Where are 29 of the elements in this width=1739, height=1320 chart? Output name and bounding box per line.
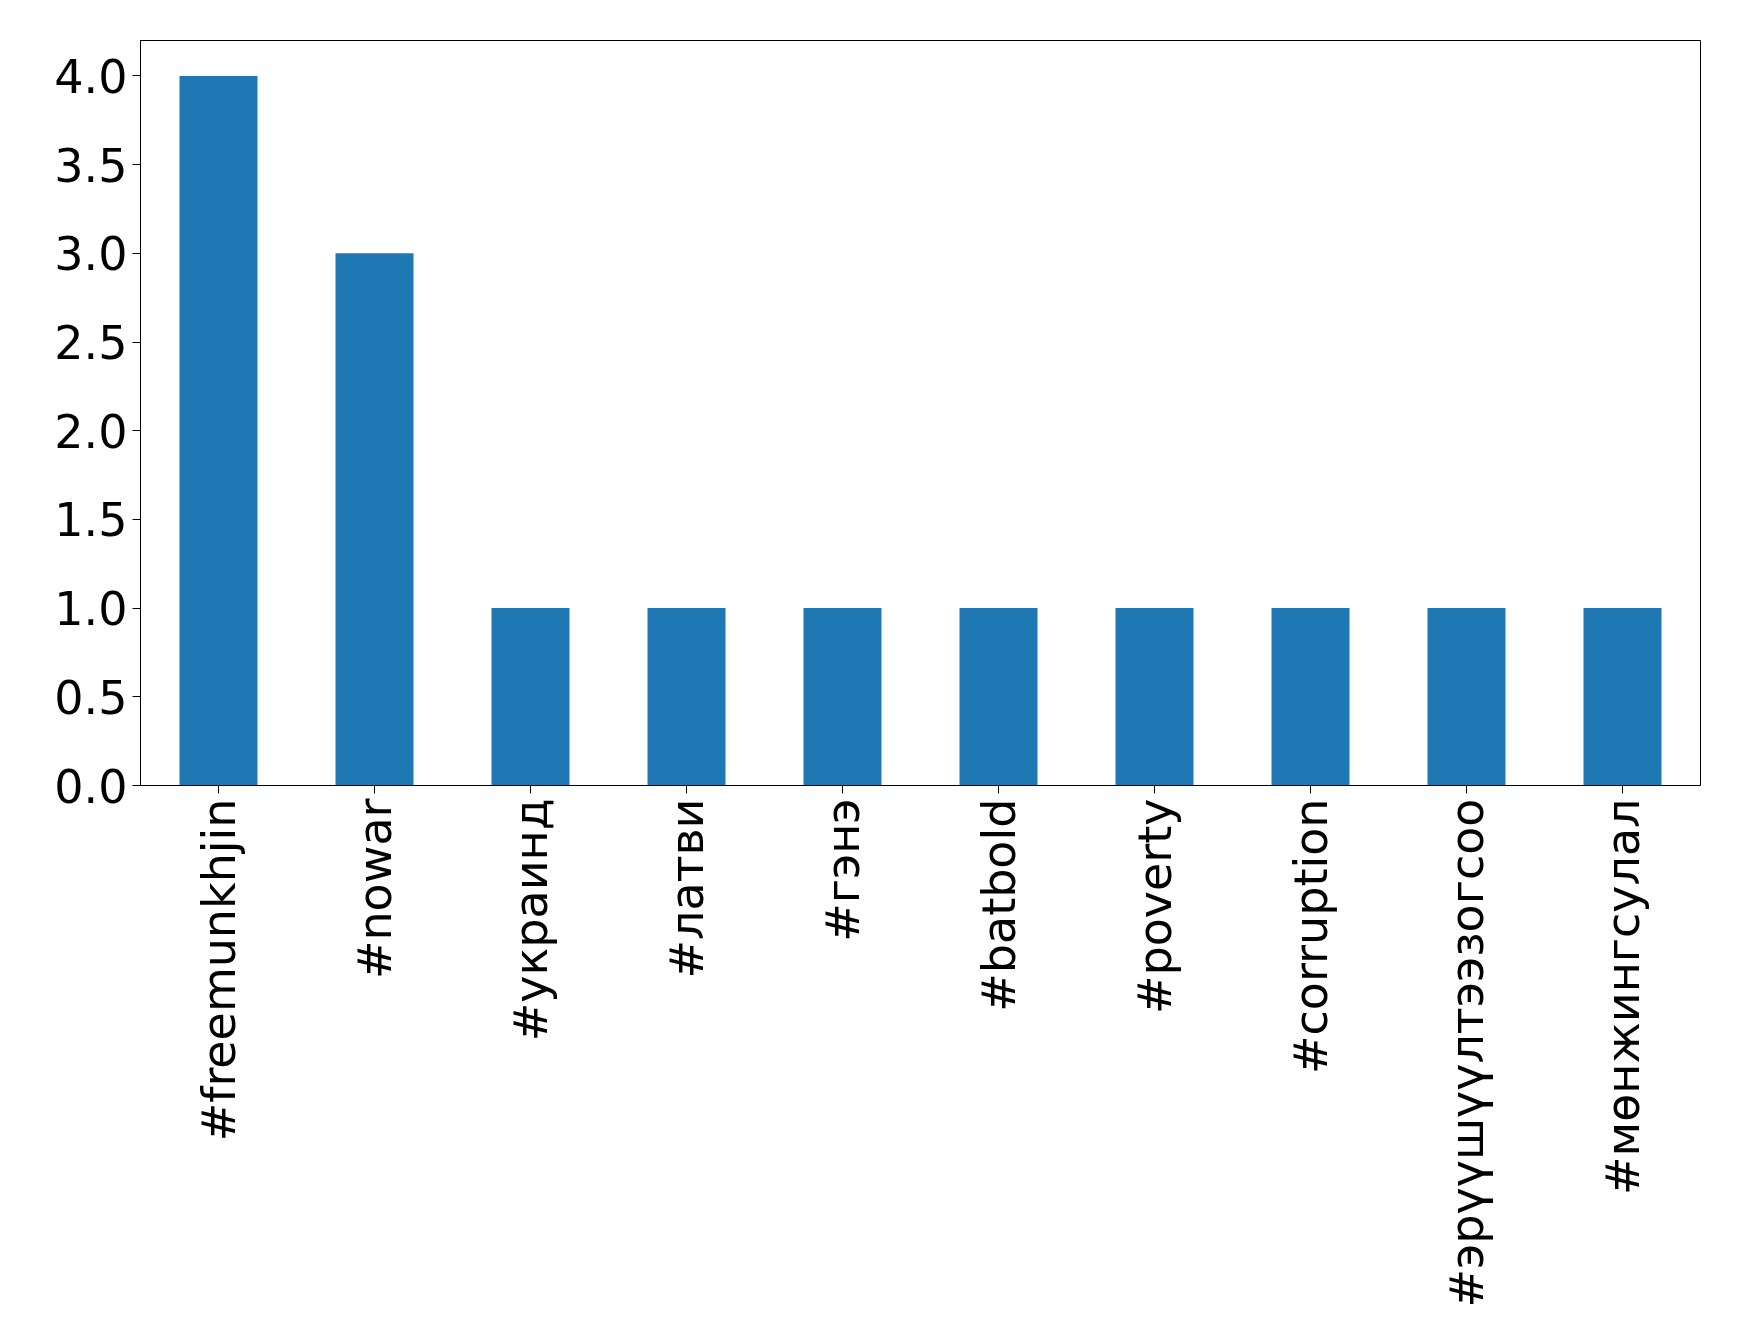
x-tick-label: #corruption (1283, 798, 1338, 1074)
bar (1271, 608, 1350, 786)
x-tick-label: #мөнжингсулал (1595, 798, 1650, 1196)
bar (1115, 608, 1194, 786)
y-tick-label: 4.0 (54, 49, 128, 104)
y-tick-label: 2.5 (54, 316, 128, 371)
y-tick-label: 1.0 (54, 582, 128, 637)
y-tick-label: 3.0 (54, 227, 128, 282)
y-tick-label: 0.0 (54, 759, 128, 814)
bar (647, 608, 726, 786)
x-tick-label: #украинд (503, 798, 558, 1042)
y-tick-label: 3.5 (54, 138, 128, 193)
bar (491, 608, 570, 786)
x-tick-label: #poverty (1127, 798, 1182, 1015)
x-tick-label: #nowar (347, 798, 402, 980)
bar (803, 608, 882, 786)
y-tick-label: 2.0 (54, 404, 128, 459)
bar (335, 253, 414, 786)
x-tick-label: #латви (659, 798, 714, 979)
x-tick-label: #freemunkhjin (191, 798, 246, 1142)
bar (1427, 608, 1506, 786)
bar (1583, 608, 1662, 786)
x-tick-label: #гэнэ (815, 798, 870, 942)
y-tick-label: 0.5 (54, 670, 128, 725)
bar (959, 608, 1038, 786)
y-tick-label: 1.5 (54, 493, 128, 548)
x-tick-label: #batbold (971, 798, 1026, 1012)
bar (179, 75, 258, 786)
x-tick-label: #эрүүшүүлтээзогсоо (1439, 798, 1494, 1308)
